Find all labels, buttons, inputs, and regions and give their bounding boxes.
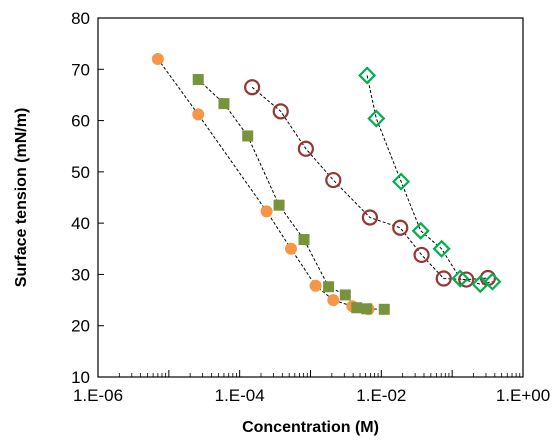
y-tick-label: 50	[71, 163, 90, 182]
y-tick-label: 40	[71, 214, 90, 233]
x-tick-label: 1.E+00	[496, 386, 550, 405]
series-3-trend-line	[251, 86, 488, 281]
x-axis-title: Concentration (M)	[242, 419, 379, 436]
series-4-point	[451, 269, 470, 288]
series-3-point	[325, 171, 342, 189]
y-tick-label: 70	[71, 60, 90, 79]
series-2-point	[378, 303, 390, 315]
series-3-point	[272, 103, 289, 120]
series-4-point	[411, 221, 430, 240]
series-4-point	[483, 272, 502, 291]
series-2-point	[361, 303, 373, 315]
series-2-trend-line	[197, 79, 385, 310]
series-3-point	[413, 246, 430, 264]
series-1-trend-line	[157, 58, 369, 310]
series-3-point	[297, 140, 314, 157]
y-tick-label: 30	[71, 265, 90, 284]
series-1-point	[192, 108, 205, 121]
series-4-point	[392, 172, 411, 191]
x-tick-label: 1.E-06	[73, 386, 123, 405]
series-4-point	[367, 109, 386, 128]
plot-area: 10 20 30 40 50 60 70 80 1.E-06 1.E-04 1.E-02 1.E+00	[71, 9, 550, 405]
series-3-point	[361, 209, 379, 226]
series-2-point	[218, 98, 230, 110]
series-1-point	[309, 279, 322, 292]
series-2-point	[273, 199, 285, 211]
y-tick-label: 60	[71, 112, 90, 131]
series-1-point	[327, 294, 340, 307]
series-2-point	[192, 74, 204, 86]
series-1-point	[260, 205, 273, 218]
series-2-point	[351, 302, 363, 314]
plot-frame	[97, 17, 524, 378]
series-3-point	[244, 79, 261, 96]
series-3-point	[392, 219, 409, 236]
series-1-point	[151, 53, 164, 66]
series-4-trend-line	[366, 75, 493, 285]
y-tick-label: 80	[71, 9, 90, 28]
series-3-point	[458, 271, 475, 288]
y-tick-label: 20	[71, 317, 90, 336]
series-2-point	[298, 234, 310, 246]
series-2-point	[339, 289, 351, 301]
x-tick-label: 1.E-02	[356, 386, 406, 405]
y-axis-title: Surface tension (mN/m)	[13, 108, 30, 288]
series-4-point	[358, 66, 377, 85]
series-3-point	[435, 270, 452, 287]
series-4-point	[432, 239, 451, 258]
series-1-point	[284, 242, 297, 255]
series-2-point	[323, 281, 335, 293]
y-tick-label: 10	[71, 368, 90, 387]
x-tick-label: 1.E-04	[215, 386, 265, 405]
series-2-point	[242, 130, 254, 142]
